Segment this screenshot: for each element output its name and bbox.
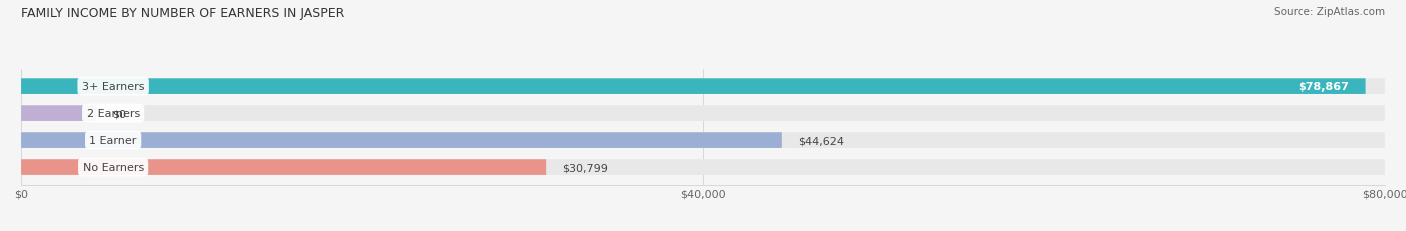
FancyBboxPatch shape [21, 160, 1385, 175]
FancyBboxPatch shape [21, 79, 1365, 94]
FancyBboxPatch shape [21, 79, 1385, 94]
FancyBboxPatch shape [21, 160, 546, 175]
FancyBboxPatch shape [21, 133, 782, 148]
FancyBboxPatch shape [21, 106, 1385, 122]
Text: No Earners: No Earners [83, 162, 143, 172]
Text: $78,867: $78,867 [1298, 82, 1350, 92]
Text: $44,624: $44,624 [799, 136, 844, 146]
FancyBboxPatch shape [21, 106, 96, 122]
Text: Source: ZipAtlas.com: Source: ZipAtlas.com [1274, 7, 1385, 17]
Text: $0: $0 [112, 109, 127, 119]
Text: 2 Earners: 2 Earners [87, 109, 139, 119]
Text: 1 Earner: 1 Earner [90, 136, 136, 146]
FancyBboxPatch shape [21, 133, 1385, 148]
Text: $30,799: $30,799 [562, 162, 609, 172]
Text: FAMILY INCOME BY NUMBER OF EARNERS IN JASPER: FAMILY INCOME BY NUMBER OF EARNERS IN JA… [21, 7, 344, 20]
Text: 3+ Earners: 3+ Earners [82, 82, 145, 92]
